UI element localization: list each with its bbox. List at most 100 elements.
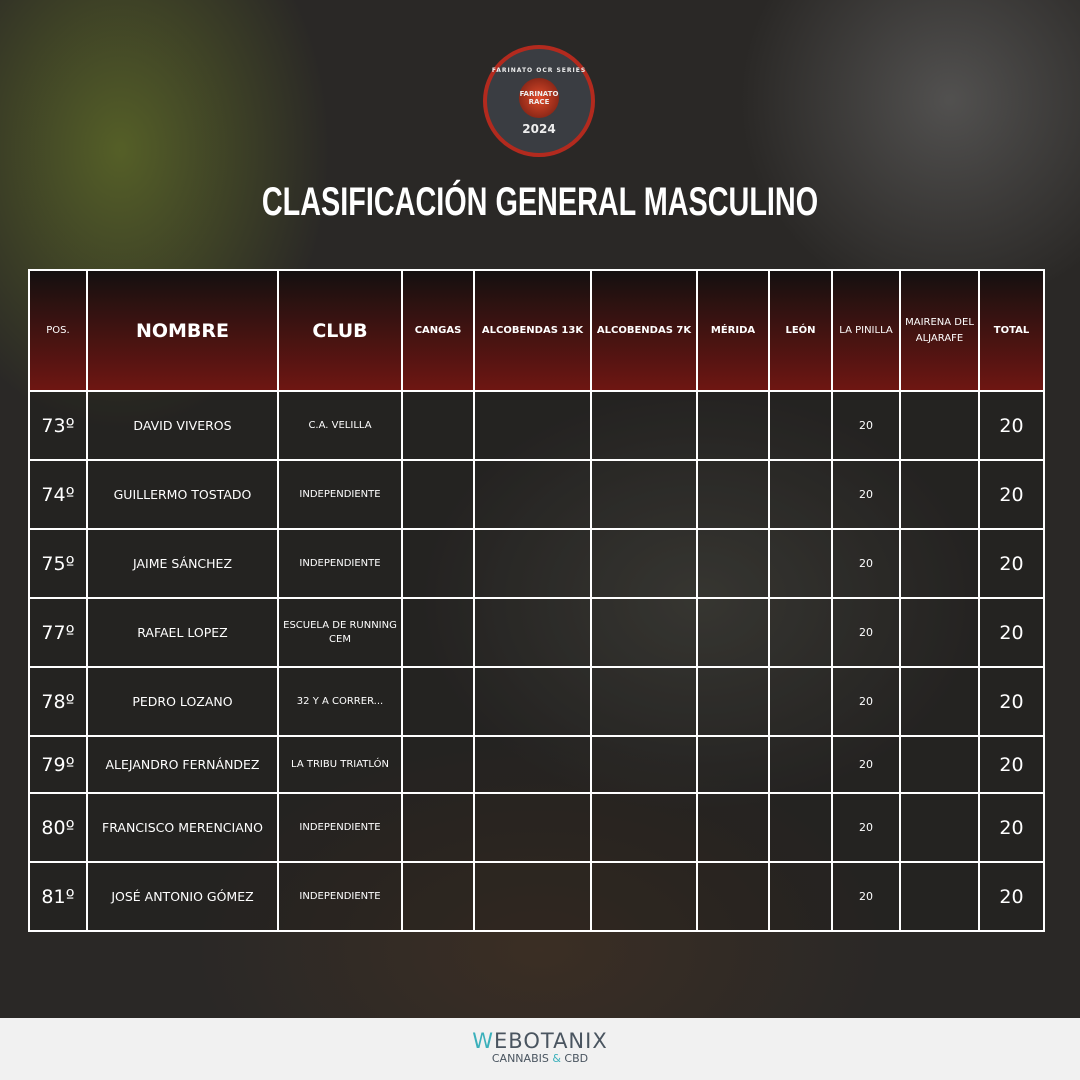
cell-total: 20 [978,792,1045,863]
webotanix-tagline: CANNABIS & CBD [491,1052,589,1065]
cell-pos: 80º [28,792,88,863]
webotanix-logo: WEBOTANIX [472,1029,608,1053]
cell-empty [401,597,475,668]
column-header: ALCOBENDAS 7K [590,269,698,392]
cell-empty [590,528,698,599]
column-header: LEÓN [768,269,833,392]
cell-empty [696,792,770,863]
cell-name: GUILLERMO TOSTADO [86,459,279,530]
cell-club: C.A. VELILLA [277,390,403,461]
cell-pos: 75º [28,528,88,599]
cell-la-pinilla: 20 [831,597,901,668]
cell-empty [768,861,833,932]
cell-pos: 74º [28,459,88,530]
cell-name: JAIME SÁNCHEZ [86,528,279,599]
cell-empty [696,861,770,932]
cell-club: LA TRIBU TRIATLÓN [277,735,403,794]
column-header: TOTAL [978,269,1045,392]
cell-empty [473,459,592,530]
cell-empty [899,528,980,599]
cell-empty [696,597,770,668]
cell-empty [696,735,770,794]
cell-total: 20 [978,735,1045,794]
cell-la-pinilla: 20 [831,861,901,932]
column-header: MAIRENA DEL ALJARAFE [899,269,980,392]
table-row: 79º ALEJANDRO FERNÁNDEZ LA TRIBU TRIATLÓN 2… [28,735,1045,794]
column-header: CANGAS [401,269,475,392]
cell-la-pinilla: 20 [831,666,901,737]
cell-la-pinilla: 20 [831,390,901,461]
cell-empty [590,735,698,794]
cell-name: JOSÉ ANTONIO GÓMEZ [86,861,279,932]
cell-empty [899,597,980,668]
cell-pos: 73º [28,390,88,461]
table-row: 73º DAVID VIVEROS C.A. VELILLA 20 20 [28,390,1045,461]
table-row: 81º JOSÉ ANTONIO GÓMEZ INDEPENDIENTE 20 20 [28,861,1045,932]
cell-empty [590,861,698,932]
table-row: 78º PEDRO LOZANO 32 Y A CORRER... 20 20 [28,666,1045,737]
page-title: CLASIFICACIÓN GENERAL MASCULINO [261,180,819,224]
cell-empty [401,528,475,599]
column-header: ALCOBENDAS 13K [473,269,592,392]
cell-total: 20 [978,528,1045,599]
table-row: 77º RAFAEL LOPEZ ESCUELA DE RUNNING CEM 20 2… [28,597,1045,668]
cell-empty [473,735,592,794]
cell-club: INDEPENDIENTE [277,459,403,530]
cell-pos: 81º [28,861,88,932]
cell-name: PEDRO LOZANO [86,666,279,737]
cell-empty [401,735,475,794]
cell-la-pinilla: 20 [831,459,901,530]
cell-la-pinilla: 20 [831,528,901,599]
cell-empty [473,390,592,461]
cell-empty [768,597,833,668]
cell-pos: 78º [28,666,88,737]
logo-year: 2024 [522,121,556,136]
table-row: 74º GUILLERMO TOSTADO INDEPENDIENTE 20 20 [28,459,1045,530]
cell-empty [473,792,592,863]
cell-club: INDEPENDIENTE [277,792,403,863]
cell-total: 20 [978,390,1045,461]
cell-empty [696,666,770,737]
cell-empty [401,861,475,932]
cell-empty [473,666,592,737]
cell-empty [401,459,475,530]
cell-empty [401,390,475,461]
cell-empty [473,528,592,599]
cell-total: 20 [978,666,1045,737]
cell-empty [696,459,770,530]
cell-empty [590,597,698,668]
cell-empty [768,390,833,461]
cell-club: INDEPENDIENTE [277,861,403,932]
cell-empty [590,390,698,461]
cell-total: 20 [978,861,1045,932]
column-header: MÉRIDA [696,269,770,392]
column-header: NOMBRE [86,269,279,392]
cell-empty [473,861,592,932]
cell-empty [401,792,475,863]
cell-empty [899,735,980,794]
cell-club: ESCUELA DE RUNNING CEM [277,597,403,668]
cell-total: 20 [978,597,1045,668]
cell-empty [899,666,980,737]
cell-pos: 79º [28,735,88,794]
column-header: POS. [28,269,88,392]
cell-empty [768,735,833,794]
cell-empty [768,666,833,737]
cell-empty [768,792,833,863]
cell-pos: 77º [28,597,88,668]
cell-empty [401,666,475,737]
column-header: LA PINILLA [831,269,901,392]
cell-total: 20 [978,459,1045,530]
cell-club: 32 Y A CORRER... [277,666,403,737]
cell-name: FRANCISCO MERENCIANO [86,792,279,863]
cell-empty [768,459,833,530]
cell-empty [473,597,592,668]
cell-la-pinilla: 20 [831,792,901,863]
cell-club: INDEPENDIENTE [277,528,403,599]
cell-name: RAFAEL LOPEZ [86,597,279,668]
cell-empty [696,528,770,599]
column-header: CLUB [277,269,403,392]
cell-la-pinilla: 20 [831,735,901,794]
logo-inner: FARINATO RACE [519,77,559,118]
farinato-ocr-series-logo: FARINATO OCR SERIES FARINATO RACE 2024 [483,45,595,157]
